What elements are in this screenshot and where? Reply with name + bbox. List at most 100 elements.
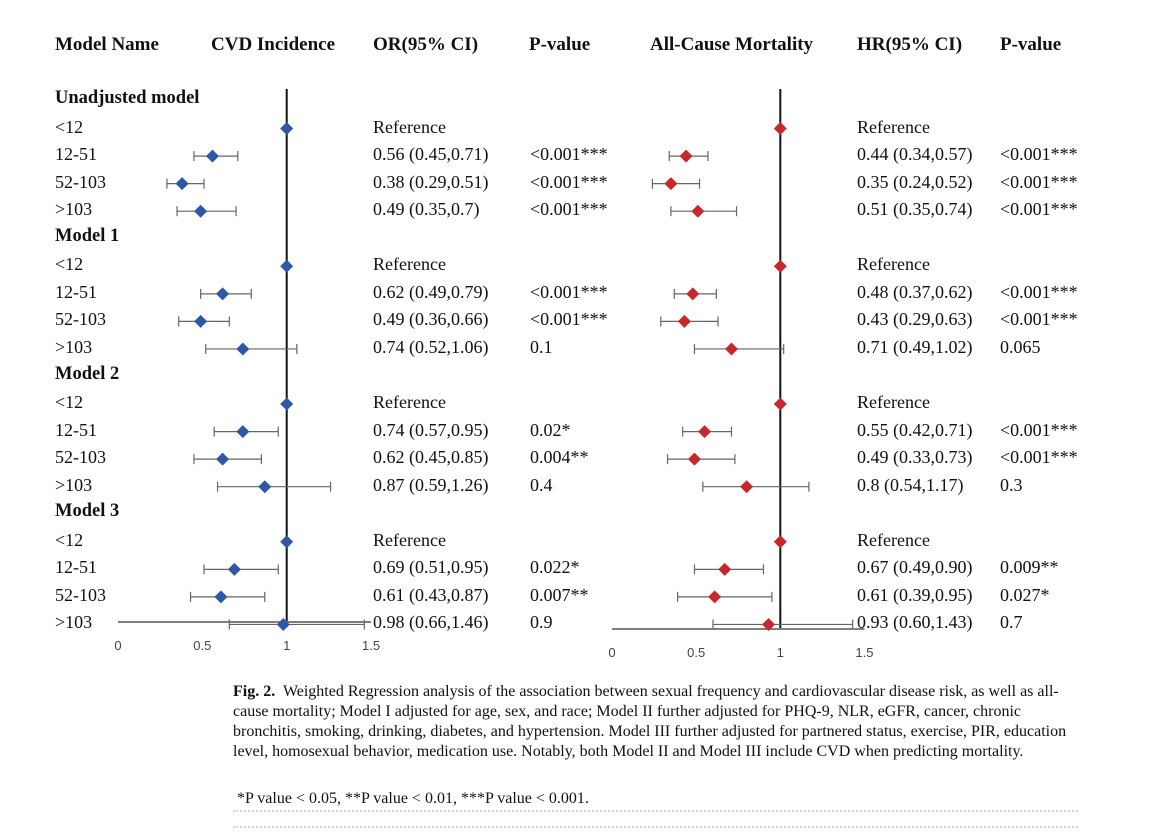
cvd-or-text: 0.49 (0.35,0.7) bbox=[373, 199, 480, 220]
group-title: Model 2 bbox=[55, 363, 120, 384]
cvd-point-estimate bbox=[280, 535, 294, 549]
mortality-hr-text: Reference bbox=[857, 116, 930, 137]
row-label: <12 bbox=[55, 529, 84, 550]
cvd-point-estimate bbox=[276, 617, 290, 631]
mortality-hr-text: Reference bbox=[857, 392, 930, 413]
cvd-p-value: 0.022* bbox=[530, 557, 580, 578]
cvd-or-text: 0.74 (0.52,1.06) bbox=[373, 336, 489, 357]
mortality-p-value: <0.001*** bbox=[1000, 171, 1078, 192]
dotted-divider bbox=[233, 826, 1078, 828]
cvd-point-estimate bbox=[280, 122, 294, 136]
row-label: 12-51 bbox=[55, 144, 97, 165]
cvd-or-text: Reference bbox=[373, 254, 446, 275]
mortality-p-value: 0.3 bbox=[1000, 474, 1023, 495]
cvd-or-text: 0.62 (0.49,0.79) bbox=[373, 281, 489, 302]
row-label: <12 bbox=[55, 116, 84, 137]
cvd-p-value: <0.001*** bbox=[530, 144, 608, 165]
cvd-or-text: Reference bbox=[373, 529, 446, 550]
row-label: 12-51 bbox=[55, 281, 97, 302]
mortality-p-value: <0.001*** bbox=[1000, 281, 1078, 302]
cvd-or-text: 0.38 (0.29,0.51) bbox=[373, 171, 489, 192]
mortality-point-estimate bbox=[773, 122, 787, 136]
mortality-p-value: <0.001*** bbox=[1000, 199, 1078, 220]
mortality-p-value: <0.001*** bbox=[1000, 309, 1078, 330]
mortality-point-estimate bbox=[718, 562, 732, 576]
row-label: >103 bbox=[55, 612, 93, 633]
row-label: >103 bbox=[55, 336, 93, 357]
mortality-axis-tick: 1.5 bbox=[855, 645, 874, 660]
mortality-point-estimate bbox=[773, 535, 787, 549]
cvd-or-text: 0.49 (0.36,0.66) bbox=[373, 309, 489, 330]
mortality-hr-text: 0.48 (0.37,0.62) bbox=[857, 281, 973, 302]
cvd-point-estimate bbox=[194, 314, 208, 328]
cvd-point-estimate bbox=[236, 342, 250, 356]
cvd-or-text: 0.69 (0.51,0.95) bbox=[373, 557, 489, 578]
cvd-p-value: <0.001*** bbox=[530, 171, 608, 192]
caption-text: Weighted Regression analysis of the asso… bbox=[233, 683, 1067, 760]
mortality-point-estimate bbox=[724, 342, 738, 356]
cvd-p-value: 0.004** bbox=[530, 447, 589, 468]
cvd-or-text: 0.74 (0.57,0.95) bbox=[373, 419, 489, 440]
cvd-axis-tick: 0.5 bbox=[193, 638, 212, 653]
cvd-point-estimate bbox=[214, 590, 228, 604]
cvd-or-text: 0.62 (0.45,0.85) bbox=[373, 447, 489, 468]
cvd-point-estimate bbox=[227, 562, 241, 576]
mortality-point-estimate bbox=[677, 314, 691, 328]
mortality-point-estimate bbox=[687, 452, 701, 466]
cvd-or-text: 0.87 (0.59,1.26) bbox=[373, 474, 489, 495]
cvd-p-value: 0.9 bbox=[530, 612, 553, 633]
caption-footnote: *P value < 0.05, **P value < 0.01, ***P … bbox=[237, 790, 589, 807]
row-label: <12 bbox=[55, 392, 84, 413]
mortality-p-value: 0.027* bbox=[1000, 584, 1050, 605]
cvd-point-estimate bbox=[216, 287, 230, 301]
cvd-point-estimate bbox=[194, 204, 208, 218]
mortality-point-estimate bbox=[773, 259, 787, 273]
mortality-point-estimate bbox=[679, 149, 693, 163]
group-title: Model 1 bbox=[55, 225, 120, 246]
mortality-hr-text: 0.35 (0.24,0.52) bbox=[857, 171, 973, 192]
header-model-name: Model Name bbox=[55, 34, 159, 55]
caption-label: Fig. 2 bbox=[233, 683, 272, 700]
mortality-point-estimate bbox=[691, 204, 705, 218]
mortality-hr-text: 0.51 (0.35,0.74) bbox=[857, 199, 973, 220]
cvd-p-value: <0.001*** bbox=[530, 281, 608, 302]
dotted-divider bbox=[233, 810, 1078, 812]
mortality-hr-text: 0.44 (0.34,0.57) bbox=[857, 144, 973, 165]
mortality-hr-text: 0.55 (0.42,0.71) bbox=[857, 419, 973, 440]
mortality-point-estimate bbox=[762, 617, 776, 631]
cvd-p-value: 0.4 bbox=[530, 474, 553, 495]
mortality-axis-tick: 1 bbox=[776, 645, 784, 660]
mortality-point-estimate bbox=[698, 425, 712, 439]
row-label: 12-51 bbox=[55, 419, 97, 440]
header-or-ci: OR(95% CI) bbox=[373, 34, 479, 55]
mortality-point-estimate bbox=[740, 480, 754, 494]
cvd-point-estimate bbox=[236, 425, 250, 439]
row-label: <12 bbox=[55, 254, 84, 275]
mortality-hr-text: 0.49 (0.33,0.73) bbox=[857, 447, 973, 468]
mortality-p-value: 0.009** bbox=[1000, 557, 1059, 578]
mortality-hr-text: Reference bbox=[857, 254, 930, 275]
mortality-hr-text: 0.61 (0.39,0.95) bbox=[857, 584, 973, 605]
mortality-axis-tick: 0.5 bbox=[687, 645, 706, 660]
cvd-point-estimate bbox=[175, 177, 189, 191]
cvd-axis-tick: 0 bbox=[114, 638, 122, 653]
cvd-point-estimate bbox=[280, 397, 294, 411]
mortality-point-estimate bbox=[664, 177, 678, 191]
cvd-point-estimate bbox=[280, 259, 294, 273]
cvd-p-value: <0.001*** bbox=[530, 309, 608, 330]
mortality-hr-text: 0.71 (0.49,1.02) bbox=[857, 336, 973, 357]
mortality-axis-tick: 0 bbox=[608, 645, 616, 660]
row-label: 52-103 bbox=[55, 309, 106, 330]
cvd-or-text: 0.56 (0.45,0.71) bbox=[373, 144, 489, 165]
row-label: >103 bbox=[55, 474, 93, 495]
row-label: 52-103 bbox=[55, 584, 106, 605]
header-mortality: All-Cause Mortality bbox=[650, 34, 814, 55]
mortality-hr-text: 0.67 (0.49,0.90) bbox=[857, 557, 973, 578]
mortality-hr-text: 0.8 (0.54,1.17) bbox=[857, 474, 964, 495]
header-p-value-mortality: P-value bbox=[1000, 34, 1062, 55]
cvd-point-estimate bbox=[258, 480, 272, 494]
group-title: Unadjusted model bbox=[55, 88, 200, 108]
cvd-point-estimate bbox=[205, 149, 219, 163]
cvd-or-text: Reference bbox=[373, 392, 446, 413]
